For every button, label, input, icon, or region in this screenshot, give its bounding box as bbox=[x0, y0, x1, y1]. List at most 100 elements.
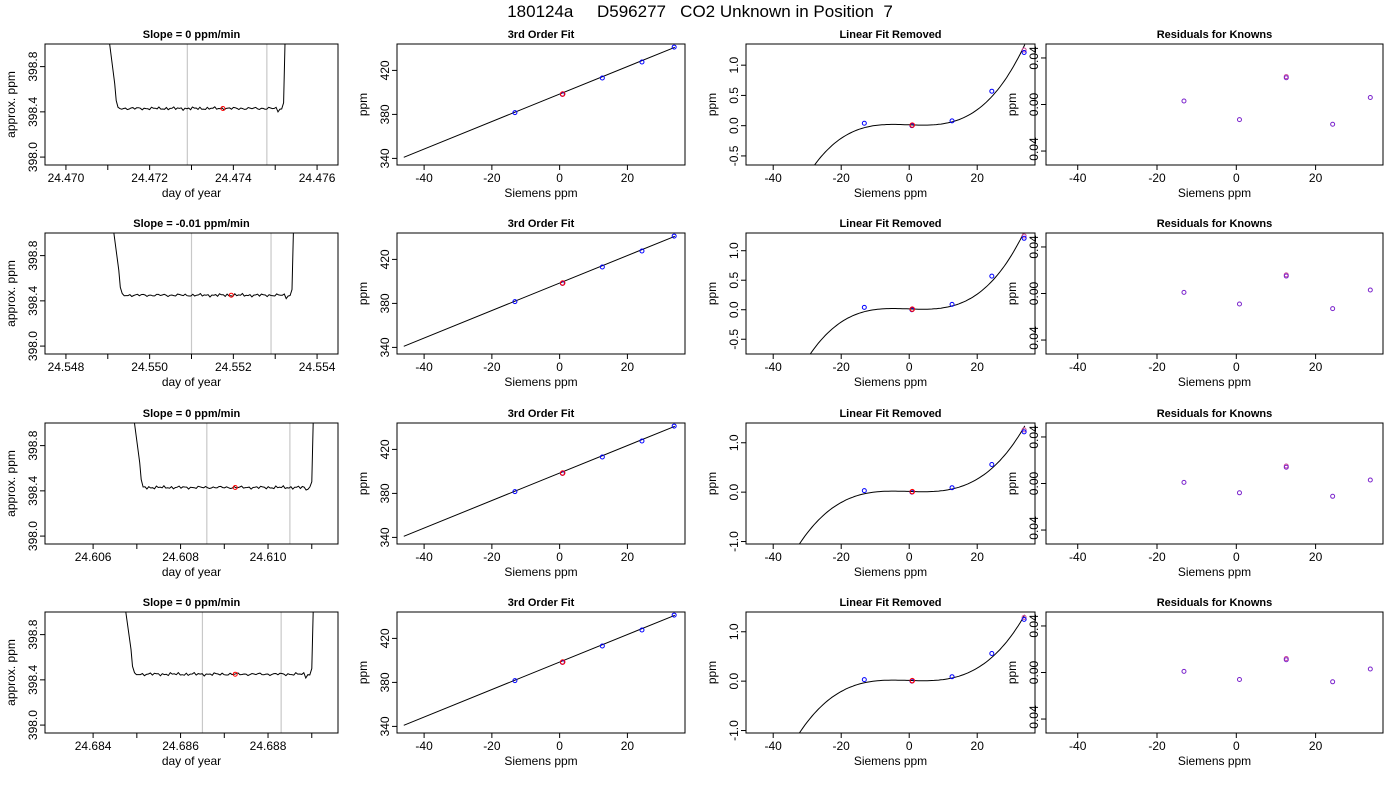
y-tick-label: -0.04 bbox=[1027, 326, 1041, 354]
panel-title: Linear Fit Removed bbox=[839, 597, 941, 609]
plot-area bbox=[798, 614, 1027, 733]
y-tick-label: 0.04 bbox=[1027, 235, 1041, 259]
panel-2-1: Slope = -0.01 ppm/min day of year approx. … bbox=[4, 218, 339, 389]
y-axis-label: ppm bbox=[356, 282, 370, 305]
unknown-point bbox=[559, 659, 566, 665]
x-tick-label: -40 bbox=[415, 550, 433, 564]
plot-area bbox=[1181, 656, 1373, 685]
x-tick-label: 20 bbox=[621, 550, 635, 564]
unknown-point bbox=[559, 91, 566, 97]
y-tick-label: 1.0 bbox=[727, 623, 741, 640]
x-tick-label: 20 bbox=[1309, 171, 1323, 185]
plot-area bbox=[1181, 463, 1373, 499]
x-axis-label: Siemens ppm bbox=[504, 375, 577, 389]
y-tick-label: 380 bbox=[378, 104, 392, 124]
plot-frame bbox=[1045, 611, 1384, 734]
y-tick-label: 420 bbox=[378, 249, 392, 269]
plot-frame bbox=[44, 611, 339, 734]
x-tick-label: 24.608 bbox=[162, 550, 199, 564]
panel-title: 3rd Order Fit bbox=[508, 218, 575, 230]
data-point-alt bbox=[1021, 47, 1027, 53]
data-point bbox=[671, 612, 677, 618]
data-point bbox=[1181, 479, 1187, 485]
y-axis-label: ppm bbox=[1005, 93, 1019, 116]
x-tick-label: 24.472 bbox=[131, 171, 168, 185]
y-tick-label: 1.0 bbox=[727, 57, 741, 74]
panel-title: Residuals for Knowns bbox=[1157, 218, 1273, 230]
x-tick-label: 24.550 bbox=[131, 360, 168, 374]
panel-title: Linear Fit Removed bbox=[839, 408, 941, 420]
data-point bbox=[861, 120, 867, 126]
plot-area bbox=[125, 612, 314, 733]
data-point bbox=[512, 489, 518, 495]
y-tick-label: 0.0 bbox=[727, 117, 741, 134]
data-point bbox=[1367, 666, 1373, 672]
data-point bbox=[1236, 676, 1242, 682]
unknown-point bbox=[909, 122, 916, 128]
data-point bbox=[861, 488, 867, 494]
data-point bbox=[861, 304, 867, 310]
y-tick-label: 398.4 bbox=[26, 97, 40, 127]
x-tick-label: 0 bbox=[906, 739, 913, 753]
data-point bbox=[1367, 477, 1373, 483]
fit-line bbox=[403, 425, 676, 537]
plot-frame bbox=[1045, 232, 1384, 355]
x-tick-label: 0 bbox=[906, 550, 913, 564]
x-axis-label: Siemens ppm bbox=[854, 375, 927, 389]
panel-title: Slope = -0.01 ppm/min bbox=[133, 218, 250, 230]
panel-title: 3rd Order Fit bbox=[508, 29, 575, 41]
x-tick-label: -40 bbox=[765, 739, 783, 753]
data-point bbox=[1236, 301, 1242, 307]
x-tick-label: 20 bbox=[971, 739, 985, 753]
plot-frame bbox=[44, 232, 339, 355]
x-tick-label: -40 bbox=[1069, 171, 1087, 185]
x-tick-label: 20 bbox=[621, 360, 635, 374]
data-point bbox=[1367, 95, 1373, 101]
x-tick-label: 24.688 bbox=[250, 739, 287, 753]
unknown-point bbox=[909, 306, 916, 312]
panel-4-4: Residuals for Knowns Siemens ppm ppm -40 -20… bbox=[1005, 597, 1384, 768]
x-axis-label: day of year bbox=[162, 375, 221, 389]
unknown-point bbox=[559, 470, 566, 476]
y-axis-label: ppm bbox=[705, 282, 719, 305]
ppm-trace bbox=[125, 612, 314, 680]
panel-3-1: Slope = 0 ppm/min day of year approx. ppm 2… bbox=[4, 408, 339, 579]
x-tick-label: 0 bbox=[556, 550, 563, 564]
fit-line bbox=[403, 235, 676, 347]
x-tick-label: -20 bbox=[483, 360, 501, 374]
panel-title: Residuals for Knowns bbox=[1157, 597, 1273, 609]
x-tick-label: -40 bbox=[1069, 550, 1087, 564]
x-axis-label: day of year bbox=[162, 186, 221, 200]
x-tick-label: -40 bbox=[1069, 360, 1087, 374]
y-tick-label: 420 bbox=[378, 439, 392, 459]
data-point bbox=[861, 677, 867, 683]
plot-area bbox=[403, 423, 677, 537]
panel-3-4: Residuals for Knowns Siemens ppm ppm -40 -20… bbox=[1005, 408, 1384, 579]
y-tick-label: -0.04 bbox=[1027, 516, 1041, 544]
data-point bbox=[949, 118, 955, 124]
data-point bbox=[1283, 657, 1289, 663]
x-tick-label: 24.470 bbox=[48, 171, 85, 185]
x-tick-label: 24.548 bbox=[48, 360, 85, 374]
x-tick-label: 0 bbox=[906, 171, 913, 185]
y-tick-label: 0.00 bbox=[1027, 92, 1041, 116]
y-tick-label: 0.00 bbox=[1027, 281, 1041, 305]
mean-point bbox=[220, 105, 226, 111]
x-tick-label: 24.684 bbox=[75, 739, 112, 753]
y-axis-label: approx. ppm bbox=[4, 71, 18, 138]
x-tick-label: 0 bbox=[556, 360, 563, 374]
y-tick-label: 398.0 bbox=[26, 710, 40, 740]
y-tick-label: -0.5 bbox=[727, 145, 741, 166]
x-tick-label: 20 bbox=[1309, 360, 1323, 374]
x-tick-label: 0 bbox=[556, 739, 563, 753]
data-point bbox=[989, 273, 995, 279]
plot-area bbox=[133, 423, 314, 544]
panel-4-3: Linear Fit Removed Siemens ppm ppm -40 -20 0 2… bbox=[705, 597, 1036, 768]
x-tick-label: -40 bbox=[765, 360, 783, 374]
y-axis-label: ppm bbox=[356, 472, 370, 495]
data-point-alt bbox=[1021, 614, 1027, 620]
x-tick-label: 20 bbox=[621, 739, 635, 753]
x-tick-label: 0 bbox=[1233, 550, 1240, 564]
fit-line bbox=[403, 614, 676, 726]
x-axis-label: Siemens ppm bbox=[1178, 375, 1251, 389]
